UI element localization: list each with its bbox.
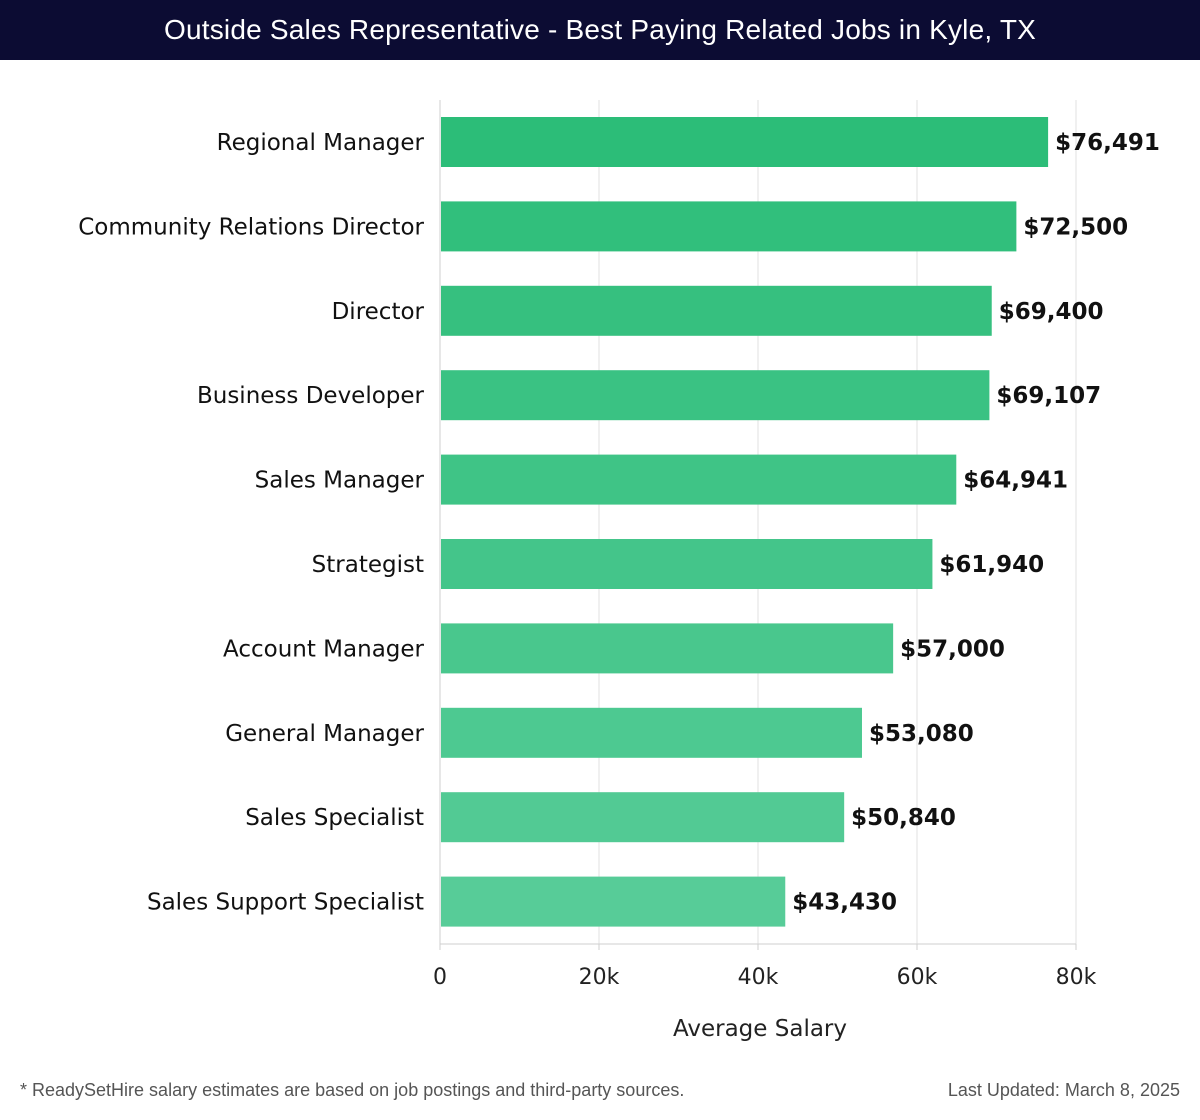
chart-title-bar: Outside Sales Representative - Best Payi…: [0, 0, 1200, 60]
bar: [441, 623, 894, 674]
value-label: $72,500: [1023, 214, 1128, 240]
value-label: $57,000: [900, 636, 1005, 662]
category-label: Business Developer: [197, 383, 425, 409]
category-label: Regional Manager: [217, 130, 425, 156]
category-label: Sales Support Specialist: [147, 890, 424, 916]
footer-note: * ReadySetHire salary estimates are base…: [20, 1080, 685, 1100]
value-label: $64,941: [963, 468, 1068, 494]
category-label: Sales Specialist: [245, 805, 424, 831]
bar: [441, 454, 957, 505]
last-updated: Last Updated: March 8, 2025: [947, 1080, 1180, 1100]
category-label: Account Manager: [223, 636, 425, 662]
value-label: $69,107: [996, 383, 1101, 409]
value-label: $69,400: [999, 299, 1104, 325]
value-label: $53,080: [869, 721, 974, 747]
category-label: General Manager: [225, 721, 424, 747]
category-label: Director: [332, 299, 425, 325]
category-label: Strategist: [312, 552, 424, 578]
category-label: Sales Manager: [255, 468, 425, 494]
x-tick-label: 40k: [738, 965, 779, 990]
x-tick-label: 80k: [1056, 965, 1097, 990]
category-label: Community Relations Director: [78, 214, 424, 240]
salary-bar-chart: 0 20k 40k 60k 80k Regional Manager $76,491 Comm…: [78, 100, 1160, 1042]
bar: [441, 285, 992, 336]
bar: [441, 792, 845, 843]
value-label: $43,430: [792, 890, 897, 916]
bar: [441, 707, 862, 758]
chart-title: Outside Sales Representative - Best Payi…: [164, 14, 1036, 45]
value-label: $50,840: [851, 805, 956, 831]
bar: [441, 370, 990, 421]
x-axis-label: Average Salary: [673, 1016, 847, 1042]
value-label: $76,491: [1055, 130, 1160, 156]
x-tick-label: 0: [433, 965, 447, 990]
bar: [441, 117, 1049, 167]
value-label: $61,940: [939, 552, 1044, 578]
bar: [441, 201, 1017, 252]
bar: [441, 539, 933, 589]
x-tick-label: 60k: [897, 965, 938, 990]
bar: [441, 876, 786, 927]
x-tick-label: 20k: [579, 965, 620, 990]
